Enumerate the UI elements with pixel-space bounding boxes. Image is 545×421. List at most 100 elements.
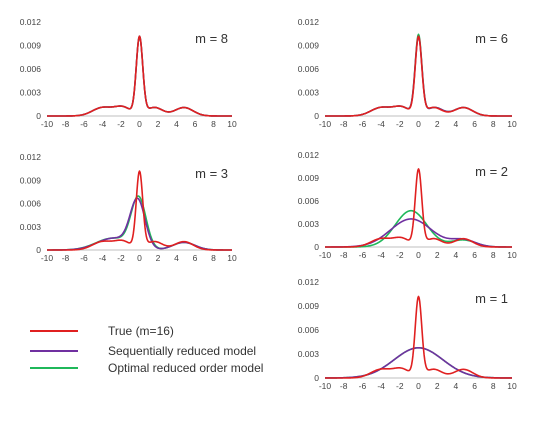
y-tick-label: 0.012 [20, 152, 42, 162]
series-line-optimal [324, 33, 513, 117]
series-line-optimal [46, 195, 233, 251]
x-tick-label: 10 [227, 253, 237, 263]
y-tick-label: 0.003 [298, 88, 320, 98]
y-tick-label: 0.006 [298, 325, 320, 335]
x-tick-label: -6 [359, 250, 367, 260]
series-line-true [46, 170, 233, 251]
x-tick-label: -4 [377, 250, 385, 260]
x-tick-label: 4 [454, 119, 459, 129]
y-tick-label: 0.009 [20, 175, 42, 185]
panel-title: m = 8 [195, 31, 228, 46]
y-tick-label: 0.003 [20, 88, 42, 98]
series-line-optimal [324, 209, 513, 248]
x-tick-label: 0 [416, 381, 421, 391]
x-tick-label: -6 [80, 119, 88, 129]
x-tick-label: -10 [319, 381, 332, 391]
x-tick-label: 10 [507, 381, 517, 391]
y-tick-label: 0.006 [20, 199, 42, 209]
x-tick-label: -6 [359, 381, 367, 391]
series-line-optimal [324, 347, 513, 379]
x-tick-label: -8 [340, 250, 348, 260]
x-tick-label: -10 [41, 119, 54, 129]
y-tick-label: 0.006 [298, 196, 320, 206]
y-tick-label: 0.003 [298, 219, 320, 229]
x-tick-label: -6 [80, 253, 88, 263]
y-tick-label: 0 [314, 111, 319, 121]
x-tick-label: 4 [174, 253, 179, 263]
y-tick-label: 0.012 [20, 17, 42, 27]
x-tick-label: 10 [507, 119, 517, 129]
x-tick-label: -8 [62, 119, 70, 129]
x-tick-label: -10 [319, 250, 332, 260]
x-tick-label: 2 [435, 250, 440, 260]
x-tick-label: -8 [340, 119, 348, 129]
series-line-optimal [46, 35, 233, 117]
legend-label-true: True (m=16) [108, 324, 174, 338]
x-tick-label: -4 [377, 381, 385, 391]
x-tick-label: 4 [454, 381, 459, 391]
y-tick-label: 0.009 [20, 41, 42, 51]
x-tick-label: -2 [117, 253, 125, 263]
x-tick-label: 6 [472, 250, 477, 260]
panel-title: m = 1 [475, 291, 508, 306]
x-tick-label: 0 [416, 119, 421, 129]
legend-label-sequential: Sequentially reduced model [108, 344, 256, 358]
panel-m2: -10 -8 -6 -4 -2 0 2 4 6 8 10 0 0.003 0.006 0.009 0.012 m… [298, 150, 517, 260]
panel-title: m = 2 [475, 164, 508, 179]
series-line-true [324, 295, 513, 379]
legend: True (m=16) Sequentially reduced model O… [30, 324, 263, 375]
x-tick-label: 0 [137, 253, 142, 263]
panel-title: m = 3 [195, 166, 228, 181]
x-tick-label: -10 [319, 119, 332, 129]
x-tick-label: -8 [62, 253, 70, 263]
panel-m1: -10 -8 -6 -4 -2 0 2 4 6 8 10 0 0.003 0.006 0.009 0.012 m… [298, 277, 517, 391]
x-tick-label: -2 [117, 119, 125, 129]
x-tick-label: -2 [396, 381, 404, 391]
y-tick-label: 0.009 [298, 41, 320, 51]
y-tick-label: 0.012 [298, 277, 320, 287]
x-tick-label: 6 [193, 119, 198, 129]
x-tick-label: 8 [211, 253, 216, 263]
x-tick-label: -10 [41, 253, 54, 263]
x-tick-label: 4 [454, 250, 459, 260]
x-tick-label: 2 [435, 381, 440, 391]
x-tick-label: 2 [435, 119, 440, 129]
y-tick-label: 0 [314, 242, 319, 252]
y-tick-label: 0 [314, 373, 319, 383]
panel-title: m = 6 [475, 31, 508, 46]
x-tick-label: 10 [227, 119, 237, 129]
x-tick-label: 10 [507, 250, 517, 260]
x-tick-label: 0 [416, 250, 421, 260]
x-tick-label: 2 [156, 253, 161, 263]
x-tick-label: -6 [359, 119, 367, 129]
x-tick-label: 6 [472, 381, 477, 391]
x-tick-label: 4 [174, 119, 179, 129]
series-line-sequential [324, 35, 513, 117]
x-tick-label: -2 [396, 250, 404, 260]
y-tick-label: 0 [36, 245, 41, 255]
x-tick-label: 8 [491, 250, 496, 260]
y-tick-label: 0.006 [298, 64, 320, 74]
y-tick-label: 0.009 [298, 173, 320, 183]
panel-m8: -10 -8 -6 -4 -2 0 2 4 6 8 10 0 0.003 0.006 0.009 0.012 m… [20, 17, 237, 129]
y-tick-label: 0.003 [298, 349, 320, 359]
series-line-sequential [324, 347, 513, 379]
x-tick-label: 2 [156, 119, 161, 129]
x-tick-label: 0 [137, 119, 142, 129]
x-tick-label: -2 [396, 119, 404, 129]
series-line-sequential [46, 35, 233, 117]
x-tick-label: -8 [340, 381, 348, 391]
y-tick-label: 0 [36, 111, 41, 121]
series-line-sequential [324, 218, 513, 248]
x-tick-label: 6 [193, 253, 198, 263]
panel-m3: -10 -8 -6 -4 -2 0 2 4 6 8 10 0 0.003 0.006 0.009 0.012 m… [20, 152, 237, 263]
x-tick-label: 8 [211, 119, 216, 129]
y-tick-label: 0.009 [298, 301, 320, 311]
y-tick-label: 0.012 [298, 17, 320, 27]
x-tick-label: 8 [491, 381, 496, 391]
y-tick-label: 0.003 [20, 222, 42, 232]
x-tick-label: -4 [99, 253, 107, 263]
x-tick-label: 8 [491, 119, 496, 129]
series-line-sequential [46, 197, 233, 251]
x-tick-label: -4 [377, 119, 385, 129]
